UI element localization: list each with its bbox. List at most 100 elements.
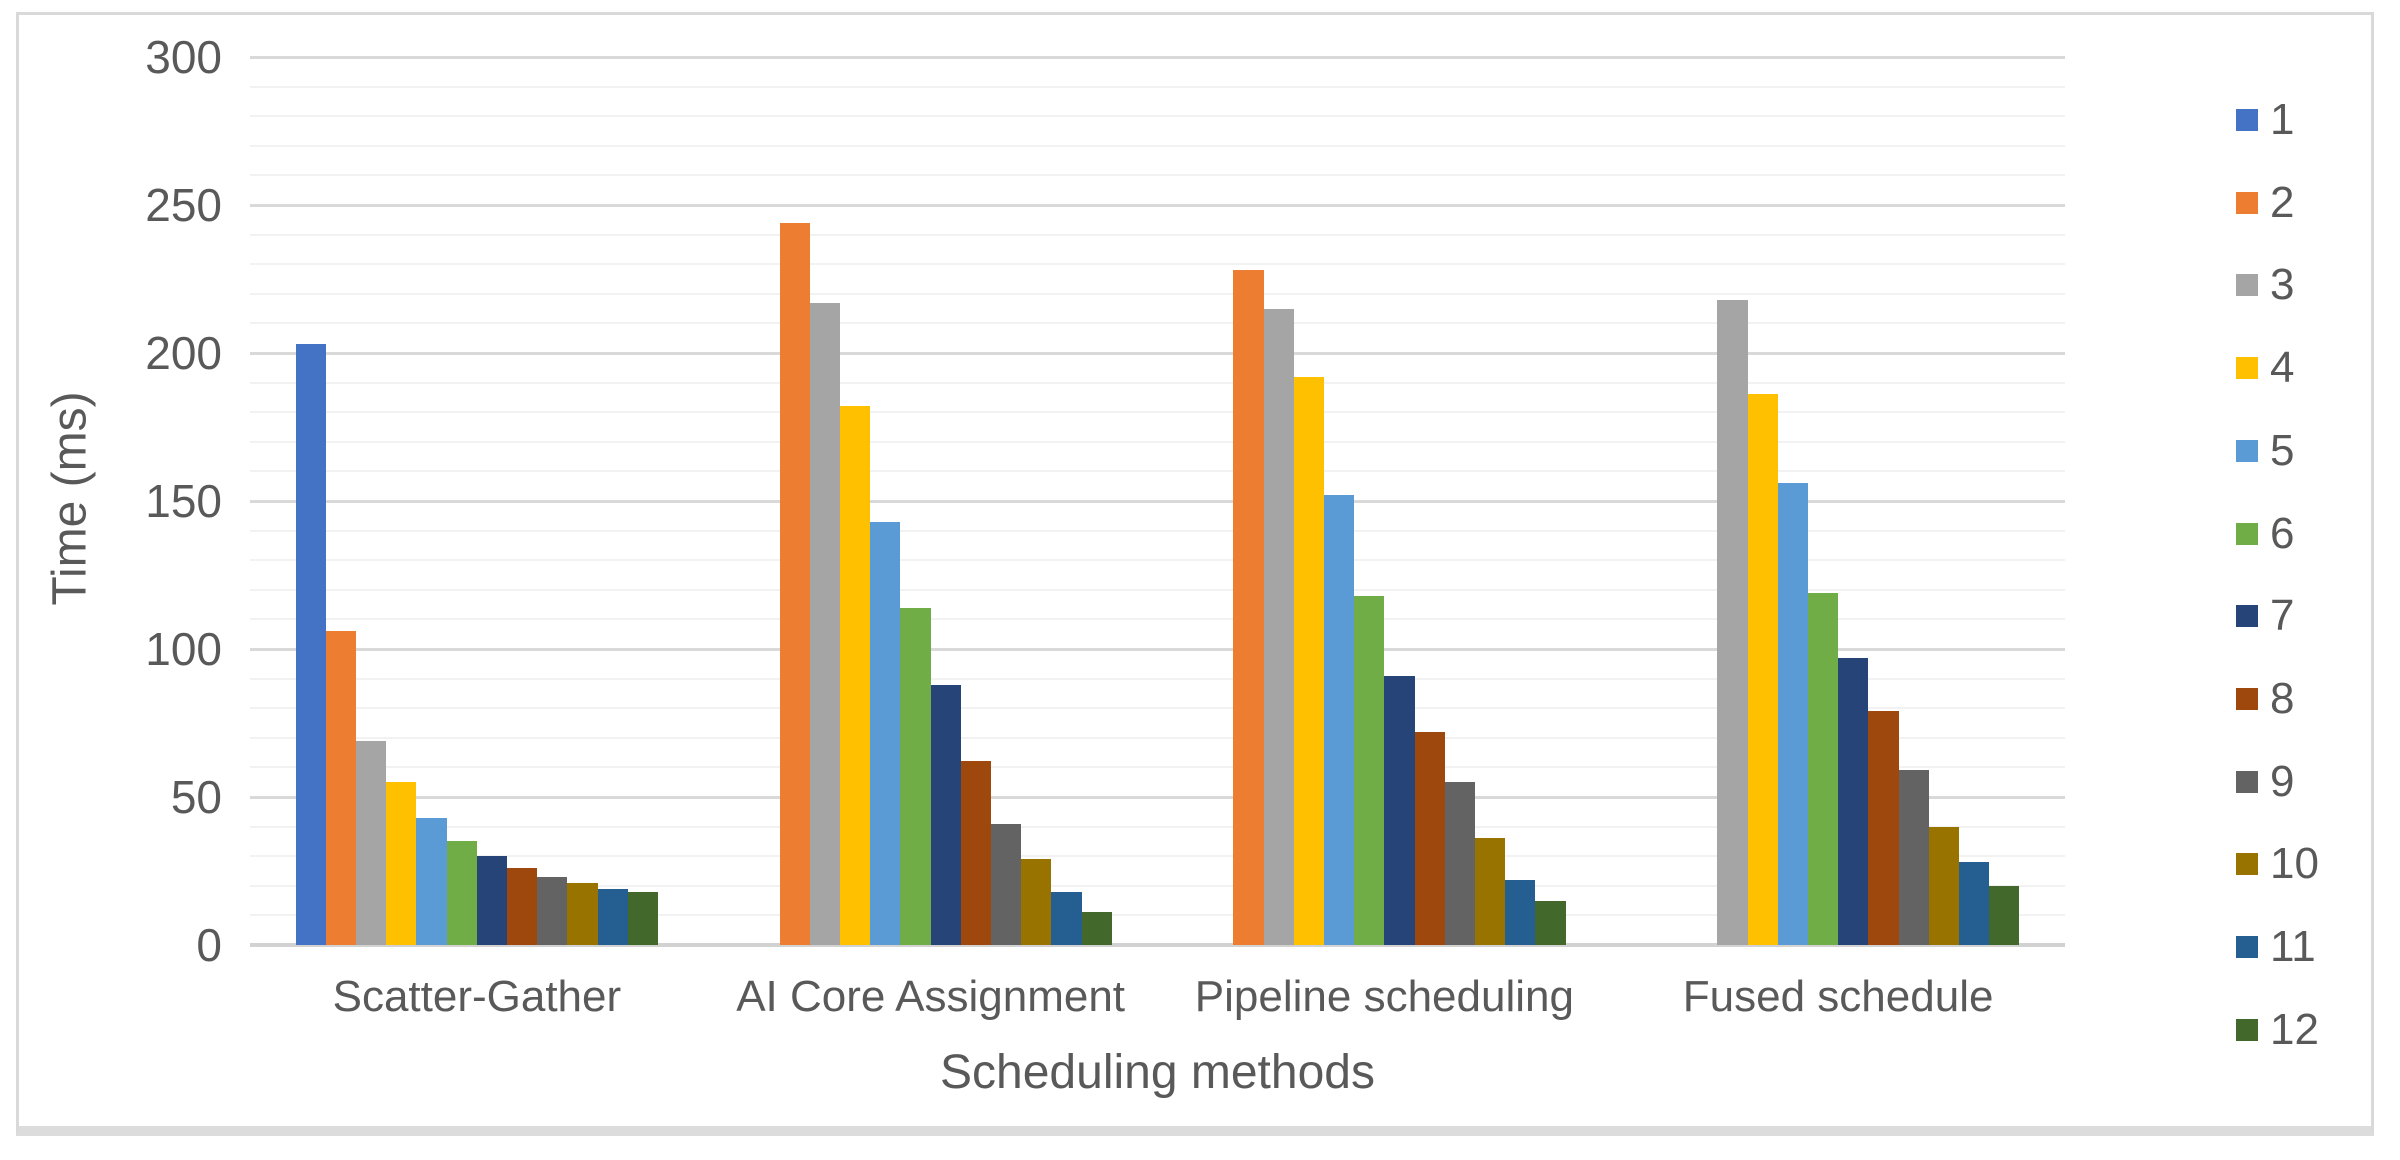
minor-gridline-10 — [250, 914, 2065, 917]
minor-gridline-90 — [250, 677, 2065, 680]
minor-gridline-260 — [250, 174, 2065, 177]
bar-series-10-scatter-gather — [567, 882, 598, 945]
legend-swatch-icon-4 — [2236, 357, 2258, 380]
minor-gridline-130 — [250, 559, 2065, 562]
bar-series-5-scatter-gather — [416, 817, 447, 945]
minor-gridline-290 — [250, 85, 2065, 88]
legend-swatch-icon-1 — [2236, 109, 2258, 131]
legend-swatch-icon-7 — [2236, 605, 2258, 628]
bar-series-7-scatter-gather — [476, 856, 508, 945]
chart-frame: 0 50 100 150 200 250 300 Time (ms) Scatter-Gat… — [16, 12, 2374, 1136]
legend-swatch-icon-8 — [2236, 687, 2258, 710]
bar-series-5-ai-core-assignment — [870, 521, 901, 945]
minor-gridline-220 — [250, 292, 2065, 295]
bar-series-12-pipeline-scheduling — [1535, 900, 1566, 945]
y-tick-label-250: 250 — [145, 179, 222, 231]
minor-gridline-210 — [250, 322, 2065, 325]
major-gridline-200 — [250, 351, 2065, 355]
bar-series-12-ai-core-assignment — [1081, 912, 1112, 945]
minor-gridline-280 — [250, 115, 2065, 118]
minor-gridline-190 — [250, 381, 2065, 384]
bar-series-4-pipeline-scheduling — [1293, 376, 1324, 945]
minor-gridline-140 — [250, 529, 2065, 532]
bar-series-4-scatter-gather — [386, 782, 417, 945]
major-gridline-150 — [250, 499, 2065, 503]
minor-gridline-110 — [250, 618, 2065, 621]
y-tick-label-200: 200 — [145, 327, 222, 379]
minor-gridline-60 — [250, 766, 2065, 769]
minor-gridline-20 — [250, 884, 2065, 887]
legend-label-12: 12 — [2270, 1004, 2319, 1054]
legend-swatch-icon-9 — [2236, 770, 2258, 793]
legend-swatch-icon-12 — [2236, 1018, 2258, 1041]
bar-series-9-pipeline-scheduling — [1444, 782, 1475, 945]
bar-series-11-scatter-gather — [597, 888, 628, 945]
bar-series-3-pipeline-scheduling — [1263, 308, 1294, 945]
y-tick-label-300: 300 — [145, 31, 222, 83]
bar-series-3-ai-core-assignment — [809, 302, 840, 945]
bar-series-10-ai-core-assignment — [1021, 859, 1052, 945]
bar-series-9-fused-schedule — [1898, 770, 1929, 945]
x-axis-line — [250, 943, 2065, 947]
major-gridline-100 — [250, 647, 2065, 651]
bar-series-11-ai-core-assignment — [1051, 891, 1082, 945]
bar-series-11-fused-schedule — [1958, 862, 1990, 945]
legend-swatch-icon-6 — [2236, 522, 2258, 545]
bar-series-7-fused-schedule — [1838, 657, 1869, 945]
legend-label-2: 2 — [2270, 177, 2295, 227]
legend-swatch-icon-11 — [2236, 936, 2258, 958]
legend-label-7: 7 — [2270, 591, 2295, 641]
x-axis-title: Scheduling methods — [940, 1046, 1375, 1099]
y-tick-label-50: 50 — [170, 771, 222, 823]
y-tick-label-0: 0 — [196, 919, 222, 971]
bar-series-11-pipeline-scheduling — [1505, 879, 1536, 945]
bar-series-4-fused-schedule — [1747, 394, 1778, 945]
x-category-label-ai-core-assignment: AI Core Assignment — [736, 972, 1126, 1021]
legend-label-4: 4 — [2270, 343, 2295, 393]
bar-series-6-fused-schedule — [1807, 592, 1839, 945]
legend-label-11: 11 — [2270, 922, 2316, 971]
bar-series-3-scatter-gather — [356, 740, 387, 945]
bar-series-9-ai-core-assignment — [991, 823, 1022, 945]
bar-series-10-fused-schedule — [1928, 826, 1959, 945]
minor-gridline-40 — [250, 825, 2065, 828]
bar-series-6-ai-core-assignment — [900, 607, 931, 945]
major-gridline-50 — [250, 795, 2065, 799]
major-gridline-250 — [250, 203, 2065, 207]
legend-swatch-icon-10 — [2236, 853, 2258, 876]
bar-series-4-ai-core-assignment — [840, 406, 871, 945]
minor-gridline-230 — [250, 263, 2065, 266]
minor-gridline-80 — [250, 707, 2065, 710]
legend-swatch-icon-5 — [2236, 439, 2258, 462]
y-tick-label-150: 150 — [145, 475, 222, 527]
bar-series-12-fused-schedule — [1989, 885, 2020, 945]
bar-series-2-pipeline-scheduling — [1233, 270, 1264, 945]
x-category-label-pipeline-scheduling: Pipeline scheduling — [1194, 972, 1574, 1021]
bar-series-1-scatter-gather — [295, 344, 326, 945]
bar-series-8-pipeline-scheduling — [1414, 731, 1445, 945]
legend-label-8: 8 — [2270, 673, 2295, 723]
y-tick-label-100: 100 — [145, 623, 222, 675]
bar-series-2-scatter-gather — [325, 631, 357, 945]
minor-gridline-170 — [250, 440, 2065, 443]
bar-series-7-pipeline-scheduling — [1384, 675, 1415, 945]
bar-series-7-ai-core-assignment — [930, 684, 961, 945]
bar-series-8-fused-schedule — [1868, 711, 1899, 945]
bar-series-6-pipeline-scheduling — [1354, 595, 1385, 945]
legend-label-1: 1 — [2270, 95, 2295, 144]
bar-series-6-scatter-gather — [446, 841, 477, 945]
legend-swatch-icon-3 — [2236, 274, 2258, 297]
bar-series-10-pipeline-scheduling — [1474, 838, 1506, 945]
legend-label-10: 10 — [2270, 839, 2319, 889]
legend-label-3: 3 — [2270, 260, 2295, 310]
bar-series-8-ai-core-assignment — [960, 761, 991, 945]
x-category-label-fused-schedule: Fused schedule — [1682, 972, 1994, 1021]
minor-gridline-160 — [250, 470, 2065, 473]
minor-gridline-70 — [250, 736, 2065, 739]
plot-area — [250, 55, 2065, 947]
x-category-label-scatter-gather: Scatter-Gather — [332, 972, 622, 1021]
bar-series-8-scatter-gather — [507, 868, 538, 945]
minor-gridline-180 — [250, 411, 2065, 414]
legend-swatch-icon-2 — [2236, 191, 2258, 214]
